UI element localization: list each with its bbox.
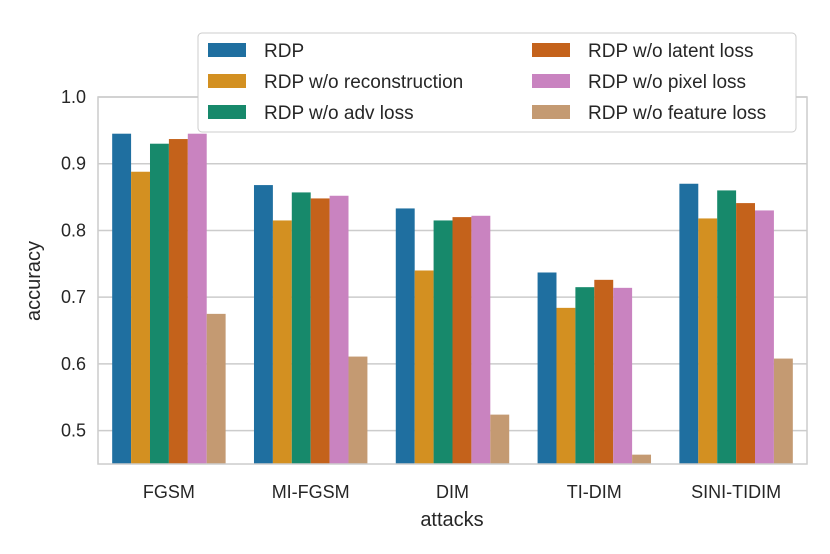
bar-dim-series-5 bbox=[471, 215, 491, 464]
bar-ti-dim-series-5 bbox=[613, 287, 633, 464]
y-tick-label: 0.9 bbox=[61, 154, 86, 174]
bars-group bbox=[112, 133, 793, 465]
y-tick-label: 0.6 bbox=[61, 354, 86, 374]
bar-mi-fgsm-series-2 bbox=[272, 220, 292, 464]
bar-fgsm-series-2 bbox=[131, 171, 150, 464]
bar-fgsm-series-5 bbox=[187, 133, 207, 464]
bar-mi-fgsm-series-5 bbox=[329, 195, 349, 465]
bar-dim-series-1 bbox=[395, 208, 415, 464]
x-tick-labels: FGSM MI-FGSM DIM TI-DIM SINI-TIDIM bbox=[143, 482, 781, 502]
bar-sini-tidim-series-2 bbox=[698, 218, 718, 464]
bar-fgsm-series-4 bbox=[168, 139, 188, 464]
x-tick-label: TI-DIM bbox=[567, 482, 622, 502]
bar-sini-tidim-series-5 bbox=[755, 210, 774, 464]
bar-sini-tidim-series-6 bbox=[773, 358, 793, 464]
x-tick-label: FGSM bbox=[143, 482, 195, 502]
bar-dim-series-6 bbox=[490, 414, 510, 464]
legend-label: RDP w/o reconstruction bbox=[264, 72, 463, 93]
y-tick-label: 0.8 bbox=[61, 220, 86, 240]
bar-mi-fgsm-series-3 bbox=[291, 192, 311, 465]
legend: RDP RDP w/o reconstruction RDP w/o adv los… bbox=[197, 32, 797, 133]
bar-dim-series-2 bbox=[414, 270, 434, 464]
x-tick-label: SINI-TIDIM bbox=[691, 482, 781, 502]
y-tick-label: 0.7 bbox=[61, 287, 86, 307]
bar-ti-dim-series-3 bbox=[575, 287, 595, 464]
bar-fgsm-series-3 bbox=[149, 143, 169, 464]
legend-box bbox=[197, 32, 797, 133]
bar-ti-dim-series-1 bbox=[537, 272, 557, 464]
legend-swatch bbox=[532, 43, 570, 57]
bar-mi-fgsm-series-4 bbox=[310, 198, 330, 464]
y-tick-label: 1.0 bbox=[61, 87, 86, 107]
bar-fgsm-series-1 bbox=[112, 133, 132, 464]
bar-dim-series-4 bbox=[452, 217, 472, 464]
y-tick-label: 0.5 bbox=[61, 421, 86, 441]
legend-swatch bbox=[532, 74, 570, 88]
bar-sini-tidim-series-1 bbox=[679, 183, 699, 464]
x-tick-label: MI-FGSM bbox=[272, 482, 350, 502]
y-axis-label: accuracy bbox=[23, 241, 45, 321]
legend-swatch bbox=[208, 105, 246, 119]
legend-label: RDP w/o feature loss bbox=[588, 103, 766, 124]
bar-fgsm-series-6 bbox=[206, 313, 226, 464]
legend-label: RDP w/o adv loss bbox=[264, 103, 414, 124]
bar-mi-fgsm-series-6 bbox=[348, 356, 368, 464]
x-tick-label: DIM bbox=[436, 482, 469, 502]
legend-label: RDP w/o latent loss bbox=[588, 41, 753, 62]
bar-ti-dim-series-6 bbox=[632, 454, 652, 464]
bar-ti-dim-series-4 bbox=[594, 279, 614, 464]
bar-sini-tidim-series-4 bbox=[736, 203, 756, 464]
legend-swatch bbox=[208, 43, 246, 57]
legend-swatch bbox=[532, 105, 570, 119]
legend-swatch bbox=[208, 74, 246, 88]
bar-mi-fgsm-series-1 bbox=[253, 185, 273, 464]
legend-label: RDP w/o pixel loss bbox=[588, 72, 746, 93]
y-tick-labels: 0.5 0.6 0.7 0.8 0.9 1.0 bbox=[61, 87, 86, 441]
legend-label: RDP bbox=[264, 41, 304, 62]
bar-ti-dim-series-2 bbox=[556, 307, 576, 464]
bar-sini-tidim-series-3 bbox=[717, 190, 737, 464]
x-axis-label: attacks bbox=[420, 509, 483, 531]
bar-dim-series-3 bbox=[433, 220, 453, 464]
